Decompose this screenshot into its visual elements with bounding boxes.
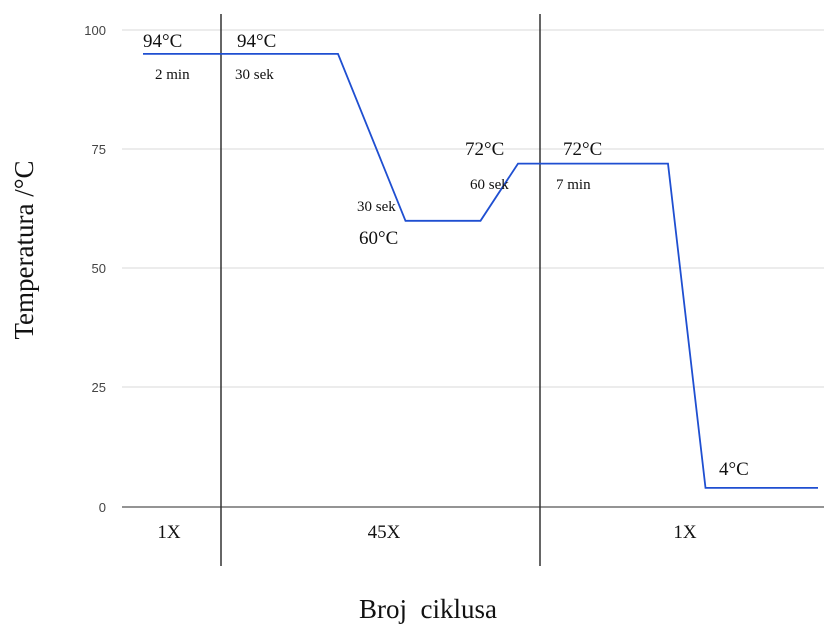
y-tick-label-25: 25 — [92, 380, 106, 395]
annotation-annealing-temp: 60°C — [359, 228, 398, 249]
phase-labels: 1X 45X 1X — [157, 522, 697, 543]
grid-lines — [122, 29, 824, 508]
phase-label-initial: 1X — [157, 522, 181, 543]
phase-label-cycles: 45X — [368, 522, 401, 543]
y-axis-title: Temperatura /°C — [9, 160, 39, 339]
y-tick-label-100: 100 — [84, 23, 106, 38]
x-axis-title: Broj ciklusa — [359, 594, 497, 624]
annotation-initial-denaturation-time: 2 min — [155, 67, 190, 83]
annotation-annealing-time: 30 sek — [357, 199, 396, 215]
annotation-hold-temp: 4°C — [719, 459, 749, 480]
y-tick-label-75: 75 — [92, 142, 106, 157]
annotation-extension-temp: 72°C — [465, 139, 504, 160]
y-tick-label-50: 50 — [92, 261, 106, 276]
annotations: 94°C 2 min 94°C 30 sek 30 sek 60°C 72°C … — [143, 31, 749, 480]
annotation-denaturation-temp: 94°C — [237, 31, 276, 52]
annotation-extension-time: 60 sek — [470, 177, 509, 193]
temperature-profile-line — [143, 53, 818, 489]
annotation-denaturation-time: 30 sek — [235, 67, 274, 83]
y-tick-label-0: 0 — [99, 500, 106, 515]
phase-label-final: 1X — [673, 522, 697, 543]
annotation-final-extension-time: 7 min — [556, 177, 591, 193]
y-tick-labels: 100 75 50 25 0 — [84, 23, 106, 515]
annotation-initial-denaturation-temp: 94°C — [143, 31, 182, 52]
annotation-final-extension-temp: 72°C — [563, 139, 602, 160]
phase-dividers — [220, 14, 541, 566]
